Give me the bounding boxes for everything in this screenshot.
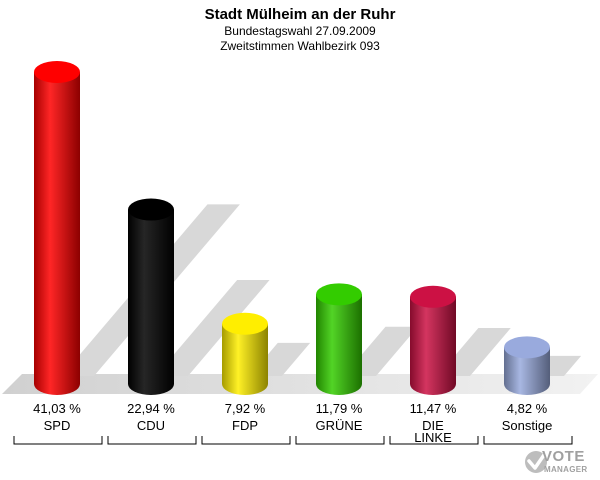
category-label-cdu: CDU [137,418,165,433]
bar-top-spd [34,61,80,83]
category-label-sonstige: Sonstige [502,418,553,433]
bar-body-cdu [128,209,174,395]
bar-top-cdu [128,198,174,221]
bar-body-spd [34,72,80,395]
bar-top-fdp [222,312,268,335]
bar-grüne [316,283,362,395]
category-bracket-grüne [295,436,385,445]
bar-fdp [222,312,268,395]
labels-group: 41,03 % SPD 22,94 % CDU 7,92 % FDP 11,79 % GRÜN… [13,401,573,445]
category-label-spd: SPD [44,418,71,433]
bar-body-die-linke [410,296,456,395]
value-label-sonstige: 4,82 % [507,401,548,416]
value-label-die-linke: 11,47 % [410,401,457,416]
value-label-cdu: 22,94 % [127,401,175,416]
bar-top-grüne [316,283,362,306]
category-bracket-cdu [107,436,197,445]
bar-top-sonstige [504,336,550,359]
bars-group [34,61,550,395]
bar-top-die-linke [410,285,456,308]
checkmark-icon [525,450,548,473]
chart-subtitle-election: Bundestagswahl 27.09.2009 [224,24,376,38]
chart-subtitle-district: Zweitstimmen Wahlbezirk 093 [220,39,380,53]
category-bracket-spd [13,436,103,445]
category-label-grüne: GRÜNE [316,418,363,433]
category-label-die-linke: DIE LINKE [414,418,452,445]
bar-cdu [128,198,174,395]
bar-sonstige [504,336,550,395]
category-bracket-die-linke [389,436,479,445]
bar-body-sonstige [504,347,550,395]
logo-word-manager: MANAGER [544,465,588,474]
shadow-cdu [155,280,270,376]
category-bracket-fdp [201,436,291,445]
value-label-spd: 41,03 % [33,401,81,416]
shadow-grüne [343,326,418,376]
bar-spd [34,61,80,395]
bar-die-linke [410,285,456,395]
logo-word-vote: VOTE [542,448,585,465]
category-label-fdp: FDP [232,418,258,433]
votemanager-logo: VOTE MANAGER [524,446,600,478]
bar-body-grüne [316,294,362,395]
chart-title: Stadt Mülheim an der Ruhr [205,6,396,23]
category-bracket-sonstige [483,436,573,445]
bar-body-fdp [222,323,268,395]
value-label-grüne: 11,79 % [316,401,363,416]
value-label-fdp: 7,92 % [225,401,266,416]
